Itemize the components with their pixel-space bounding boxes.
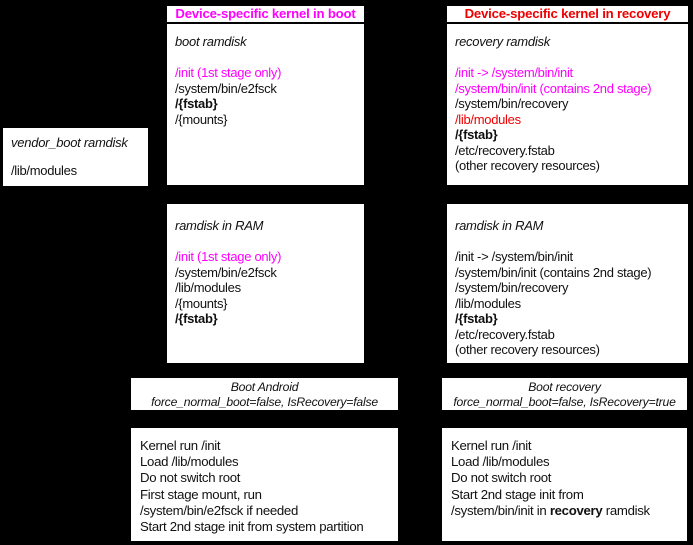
text-line: /system/bin/e2fsck <box>175 80 277 96</box>
boot-ramdisk-title: boot ramdisk <box>175 34 247 49</box>
recovery-ramdisk-lines: /init -> /system/bin/init/system/bin/ini… <box>455 65 688 174</box>
text-line: /system/bin/e2fsck if needed <box>140 502 298 518</box>
recovery-kernel-header: Device-specific kernel in recovery <box>447 6 688 24</box>
text-line: /init -> /system/bin/init <box>455 65 573 80</box>
boot-ram-lines: /init (1st stage only)/system/bin/e2fsck… <box>175 249 364 327</box>
text-line: /{mounts} <box>175 295 228 311</box>
text-line: Do not switch root <box>140 470 241 486</box>
text-line: /{fstab} <box>455 127 498 142</box>
recovery-kernel-box: Device-specific kernel in recovery recov… <box>447 6 688 185</box>
text-line: /system/bin/init in recovery ramdisk <box>451 502 650 518</box>
text-line: Load /lib/modules <box>140 454 239 470</box>
text-line: /lib/modules <box>175 280 241 295</box>
text-line: /system/bin/init (contains 2nd stage) <box>455 264 652 280</box>
vendor-box-lines: /lib/modules <box>11 164 148 178</box>
text-line: /lib/modules <box>11 163 77 178</box>
text-line: Kernel run /init <box>451 438 532 453</box>
text-line: (other recovery resources) <box>455 158 600 173</box>
recovery-ramdisk-title: recovery ramdisk <box>455 34 550 49</box>
boot-android-label-title: Boot Android <box>230 380 299 394</box>
text-line: /etc/recovery.fstab <box>455 142 555 158</box>
text-line: Start 2nd stage init from system partiti… <box>140 519 364 535</box>
boot-ramdisk-body: boot ramdisk /init (1st stage only)/syst… <box>167 24 364 127</box>
boot-kernel-header: Device-specific kernel in boot <box>167 6 364 24</box>
text-line: /system/bin/recovery <box>455 280 569 295</box>
recovery-ramdisk-body: recovery ramdisk /init -> /system/bin/in… <box>447 24 688 174</box>
recovery-ram-lines: /init -> /system/bin/init/system/bin/ini… <box>455 249 688 358</box>
recovery-ram-title: ramdisk in RAM <box>455 218 544 233</box>
vendor-boot-ramdisk-box: vendor_boot ramdisk /lib/modules <box>3 128 148 186</box>
boot-recovery-label-box: Boot recovery force_normal_boot=false, I… <box>442 378 687 410</box>
boot-kernel-box: Device-specific kernel in boot boot ramd… <box>167 6 364 185</box>
boot-ram-title: ramdisk in RAM <box>175 218 264 233</box>
text-line: First stage mount, run <box>140 486 262 502</box>
text-line: Kernel run /init <box>140 438 221 453</box>
text-line: /system/bin/e2fsck <box>175 264 277 280</box>
text-line: (other recovery resources) <box>455 342 600 357</box>
text-line: /lib/modules <box>455 295 521 311</box>
text-line: /{mounts} <box>175 111 228 127</box>
text-line: /init -> /system/bin/init <box>455 249 573 264</box>
vendor-box-title: vendor_boot ramdisk <box>11 135 128 150</box>
boot-kernel-steps-box: Kernel run /init Load /lib/modules Do not … <box>131 428 398 541</box>
boot-recovery-label-title: Boot recovery <box>528 380 601 394</box>
boot-recovery-label-params: force_normal_boot=false, IsRecovery=true <box>453 394 676 409</box>
recovery-kernel-steps-lines: Kernel run /init Load /lib/modules Do not … <box>451 438 687 519</box>
text-line: /lib/modules <box>455 111 521 127</box>
text-line: /init (1st stage only) <box>175 249 282 264</box>
boot-ramdisk-lines: /init (1st stage only)/system/bin/e2fsck… <box>175 65 364 127</box>
text-line: /{fstab} <box>455 311 498 326</box>
boot-android-label-box: Boot Android force_normal_boot=false, Is… <box>131 378 398 410</box>
boot-android-label-params: force_normal_boot=false, IsRecovery=fals… <box>151 394 378 409</box>
text-line: /init (1st stage only) <box>175 65 282 80</box>
text-line: /system/bin/init (contains 2nd stage) <box>455 80 652 96</box>
text-line: Do not switch root <box>451 470 552 486</box>
recovery-kernel-steps-box: Kernel run /init Load /lib/modules Do not … <box>442 428 687 541</box>
text-line: /{fstab} <box>175 311 218 326</box>
text-line: /{fstab} <box>175 96 218 111</box>
text-line: Load /lib/modules <box>451 454 550 470</box>
recovery-ramdisk-in-ram-box: ramdisk in RAM /init -> /system/bin/init… <box>447 204 688 363</box>
text-line: /etc/recovery.fstab <box>455 326 555 342</box>
boot-kernel-steps-lines: Kernel run /init Load /lib/modules Do not … <box>140 438 398 535</box>
text-line: /system/bin/recovery <box>455 96 569 111</box>
text-line: Start 2nd stage init from <box>451 486 584 502</box>
boot-ramdisk-in-ram-box: ramdisk in RAM /init (1st stage only)/sy… <box>167 204 364 363</box>
